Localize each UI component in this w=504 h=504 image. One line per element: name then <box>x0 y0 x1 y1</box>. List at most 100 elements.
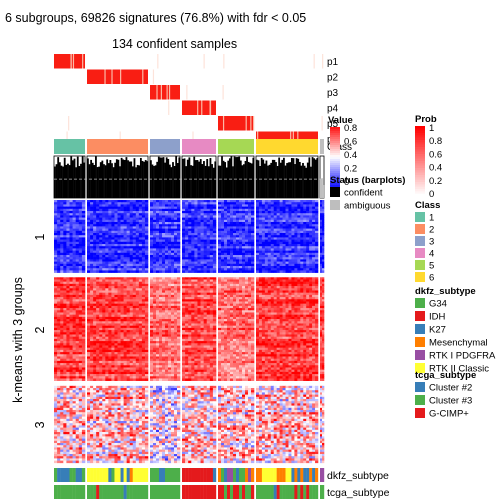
heatmap-cell <box>102 233 106 236</box>
heatmap-cell <box>117 303 121 307</box>
heatmap-cell <box>206 208 211 212</box>
heatmap-cell <box>159 252 163 256</box>
heatmap-cell <box>156 257 160 260</box>
heatmap-cell <box>63 233 67 236</box>
silhouette-bar <box>308 157 311 198</box>
heatmap-cell <box>90 356 94 359</box>
heatmap-cell <box>230 206 234 210</box>
prob-track-p5-bg <box>54 116 324 131</box>
heatmap-cell <box>294 246 298 249</box>
heatmap-cell <box>261 235 266 238</box>
heatmap-cell <box>96 241 100 245</box>
heatmap-cell <box>153 288 157 291</box>
heatmap-cell <box>132 241 137 245</box>
heatmap-cell <box>282 217 286 221</box>
heatmap-cell <box>120 219 124 223</box>
silhouette-bar <box>283 157 285 198</box>
heatmap-cell <box>150 349 154 353</box>
heatmap-cell <box>276 270 280 273</box>
heatmap-cell <box>251 250 255 254</box>
heatmap-cell <box>282 237 286 240</box>
heatmap-cell <box>156 325 160 329</box>
heatmap-cell <box>123 360 127 364</box>
heatmap-cell <box>171 263 175 267</box>
heatmap-cell <box>123 244 127 247</box>
heatmap-cell <box>197 219 201 223</box>
heatmap-cell <box>81 369 86 373</box>
heatmap-cell <box>75 241 80 245</box>
heatmap-cell <box>96 283 100 287</box>
heatmap-cell <box>123 222 127 225</box>
heatmap-cell <box>99 299 103 302</box>
heatmap-cell <box>135 224 140 227</box>
heatmap-cell <box>57 299 61 302</box>
heatmap-cell <box>135 371 140 375</box>
heatmap-cell <box>174 325 178 329</box>
heatmap-cell <box>165 365 169 368</box>
heatmap-cell <box>230 244 234 247</box>
heatmap-cell <box>75 226 80 229</box>
heatmap-cell <box>105 239 109 243</box>
heatmap-cell <box>165 334 169 337</box>
heatmap-cell <box>141 257 146 260</box>
heatmap-cell <box>209 200 214 203</box>
heatmap-cell <box>102 356 106 359</box>
heatmap-cell <box>194 241 198 245</box>
heatmap-cell <box>153 360 157 364</box>
heatmap-cell <box>174 303 178 307</box>
heatmap-cell <box>111 358 115 362</box>
heatmap-cell <box>111 297 115 300</box>
heatmap-cell <box>63 341 67 344</box>
heatmap-cell <box>96 263 100 267</box>
heatmap-cell <box>102 286 106 289</box>
heatmap-cell <box>320 250 323 254</box>
heatmap-cell <box>72 233 76 236</box>
heatmap-cell <box>315 202 319 205</box>
heatmap-cell <box>230 241 234 245</box>
silhouette-bar <box>172 162 174 198</box>
heatmap-cell <box>248 263 252 267</box>
heatmap-cell <box>159 312 163 315</box>
heatmap-cell <box>102 341 106 344</box>
heatmap-cell <box>168 290 172 293</box>
heatmap-cell <box>75 360 80 364</box>
silhouette-bar <box>58 162 61 198</box>
heatmap-cell <box>81 312 86 315</box>
heatmap-cell <box>144 323 149 326</box>
heatmap-cell <box>256 224 260 227</box>
heatmap-cell <box>188 281 192 285</box>
heatmap-cell <box>75 200 80 203</box>
heatmap-cell <box>200 283 204 287</box>
heatmap-cell <box>150 255 154 258</box>
heatmap-cell <box>102 332 106 335</box>
heatmap-cell <box>150 303 154 307</box>
heatmap-cell <box>279 226 283 229</box>
heatmap-cell <box>93 303 97 307</box>
heatmap-cell <box>54 283 58 287</box>
heatmap-cell <box>264 222 269 225</box>
heatmap-cell <box>171 345 175 348</box>
heatmap-cell <box>129 222 134 225</box>
heatmap-cell <box>54 371 58 375</box>
heatmap-cell <box>227 239 231 243</box>
heatmap-cell <box>114 347 118 351</box>
heatmap-cell <box>150 226 154 229</box>
heatmap-cell <box>111 200 115 203</box>
heatmap-cell <box>102 213 106 216</box>
heatmap-cell <box>177 332 181 335</box>
heatmap-cell <box>111 327 115 331</box>
heatmap-cell <box>123 283 127 287</box>
heatmap-cell <box>126 330 130 333</box>
heatmap-cell <box>236 219 240 223</box>
heatmap-cell <box>171 235 175 238</box>
heatmap-cell <box>93 301 97 304</box>
heatmap-cell <box>123 347 127 351</box>
heatmap-cell <box>294 261 298 265</box>
heatmap-cell <box>245 213 249 216</box>
heatmap-cell <box>60 288 64 291</box>
heatmap-cell <box>120 330 124 333</box>
heatmap-cell <box>132 213 137 216</box>
heatmap-cell <box>194 200 198 203</box>
heatmap-cell <box>66 246 70 249</box>
heatmap-cell <box>78 270 83 273</box>
